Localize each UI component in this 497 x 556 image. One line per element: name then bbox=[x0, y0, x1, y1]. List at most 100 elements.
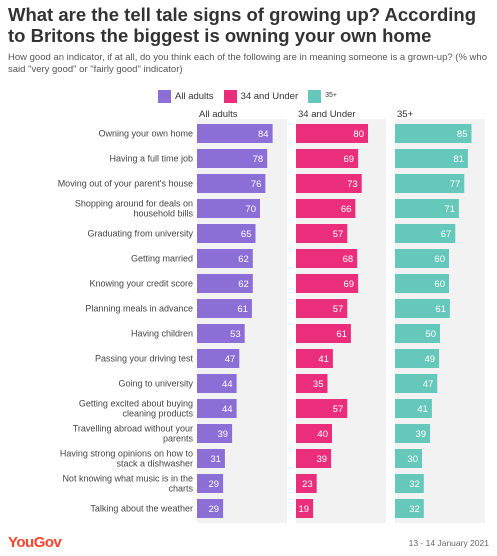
value-label-34-and-under-getting-married: 68 bbox=[343, 254, 354, 265]
legend-swatch-35-plus bbox=[308, 89, 322, 103]
bar-all-adults-moving-out-of-your-parent-s-house bbox=[197, 174, 266, 193]
value-label-34-and-under-graduating-from-university: 57 bbox=[333, 229, 344, 240]
bar-all-adults-owning-your-own-home bbox=[197, 124, 273, 143]
bar-34-and-under-not-knowing-what-music-is-in-the-charts bbox=[296, 474, 317, 493]
category-label-having-children: Having children bbox=[131, 329, 193, 339]
bar-all-adults-graduating-from-university bbox=[197, 224, 256, 243]
panel-header-34-and-under: 34 and Under bbox=[298, 109, 356, 120]
legend-item-34-and-under: 34 and Under bbox=[223, 89, 298, 103]
category-label-going-to-university: Going to university bbox=[118, 379, 193, 389]
value-label-all-adults-travelling-abroad-without-your-parents: 39 bbox=[218, 429, 229, 440]
category-label-moving-out-of-your-parent-s-house: Moving out of your parent's house bbox=[58, 179, 193, 189]
chart-subtitle: How good an indicator, if at all, do you… bbox=[8, 52, 487, 75]
bar-35-planning-meals-in-advance bbox=[395, 299, 450, 318]
value-label-35-shopping-around-for-deals-on-household-bills: 71 bbox=[444, 204, 455, 215]
value-label-all-adults-getting-married: 62 bbox=[238, 254, 249, 265]
value-label-all-adults-graduating-from-university: 65 bbox=[241, 229, 252, 240]
category-label-getting-excited-about-buying-cleaning-products: Getting excited about buying cleaning pro… bbox=[79, 399, 194, 419]
bar-all-adults-not-knowing-what-music-is-in-the-charts bbox=[197, 474, 224, 493]
value-label-35-graduating-from-university: 67 bbox=[441, 229, 452, 240]
bar-35-getting-excited-about-buying-cleaning-products bbox=[395, 399, 432, 418]
legend-label-all-adults: All adults bbox=[175, 90, 214, 102]
bar-34-and-under-having-strong-opinions-on-how-to-stack-a-dishwasher bbox=[296, 449, 332, 468]
category-label-getting-married: Getting married bbox=[131, 254, 193, 264]
legend-swatch-all-adults bbox=[158, 89, 171, 103]
bar-34-and-under-having-children bbox=[296, 324, 351, 343]
category-label-having-strong-opinions-on-how-to-stack-a-dishwasher: Having strong opinions on how to stack a … bbox=[60, 449, 193, 469]
bar-34-and-under-getting-married bbox=[296, 249, 358, 268]
bar-34-and-under-owning-your-own-home bbox=[296, 124, 368, 143]
value-label-all-adults-having-children: 53 bbox=[230, 329, 241, 340]
panel-header-35: 35+ bbox=[397, 109, 414, 120]
bar-35-travelling-abroad-without-your-parents bbox=[395, 424, 431, 443]
value-label-35-having-a-full-time-job: 81 bbox=[453, 154, 464, 165]
panel-header-all-adults: All adults bbox=[199, 109, 238, 120]
bar-34-and-under-moving-out-of-your-parent-s-house bbox=[296, 174, 362, 193]
category-label-not-knowing-what-music-is-in-the-charts: Not knowing what music is in the charts bbox=[62, 474, 193, 494]
bar-35-going-to-university bbox=[395, 374, 438, 393]
value-label-all-adults-knowing-your-credit-score: 62 bbox=[238, 279, 249, 290]
value-label-34-and-under-travelling-abroad-without-your-parents: 40 bbox=[317, 429, 328, 440]
category-label-knowing-your-credit-score: Knowing your credit score bbox=[89, 279, 193, 289]
legend-item-all-adults: All adults bbox=[158, 89, 214, 103]
bar-34-and-under-going-to-university bbox=[296, 374, 328, 393]
value-label-all-adults-planning-meals-in-advance: 61 bbox=[237, 304, 248, 315]
bar-34-and-under-knowing-your-credit-score bbox=[296, 274, 359, 293]
chart-legend: All adults 34 and Under 35+ bbox=[158, 89, 337, 103]
legend-item-35-plus: 35+ bbox=[308, 89, 338, 103]
bar-35-knowing-your-credit-score bbox=[395, 274, 449, 293]
bar-34-and-under-planning-meals-in-advance bbox=[296, 299, 348, 318]
bar-all-adults-planning-meals-in-advance bbox=[197, 299, 252, 318]
value-label-34-and-under-getting-excited-about-buying-cleaning-products: 57 bbox=[333, 404, 344, 415]
bar-35-having-strong-opinions-on-how-to-stack-a-dishwasher bbox=[395, 449, 422, 468]
value-label-all-adults-going-to-university: 44 bbox=[222, 379, 233, 390]
value-label-35-having-strong-opinions-on-how-to-stack-a-dishwasher: 30 bbox=[407, 454, 418, 465]
value-label-all-adults-getting-excited-about-buying-cleaning-products: 44 bbox=[222, 404, 233, 415]
value-label-35-passing-your-driving-test: 49 bbox=[425, 354, 436, 365]
bar-35-having-a-full-time-job bbox=[395, 149, 468, 168]
bar-34-and-under-travelling-abroad-without-your-parents bbox=[296, 424, 332, 443]
category-label-travelling-abroad-without-your-parents: Travelling abroad without your parents bbox=[73, 424, 194, 444]
bar-35-not-knowing-what-music-is-in-the-charts bbox=[395, 474, 424, 493]
category-label-passing-your-driving-test: Passing your driving test bbox=[95, 354, 194, 364]
value-label-all-adults-not-knowing-what-music-is-in-the-charts: 29 bbox=[209, 479, 220, 490]
value-label-34-and-under-owning-your-own-home: 80 bbox=[353, 129, 364, 140]
value-label-34-and-under-not-knowing-what-music-is-in-the-charts: 23 bbox=[302, 479, 313, 490]
value-label-34-and-under-having-a-full-time-job: 69 bbox=[344, 154, 355, 165]
value-label-35-not-knowing-what-music-is-in-the-charts: 32 bbox=[409, 479, 420, 490]
value-label-all-adults-moving-out-of-your-parent-s-house: 76 bbox=[251, 179, 262, 190]
bar-35-having-children bbox=[395, 324, 440, 343]
value-label-35-talking-about-the-weather: 32 bbox=[409, 504, 420, 515]
chart-title: What are the tell tale signs of growing … bbox=[8, 4, 477, 46]
category-label-shopping-around-for-deals-on-household-bills: Shopping around for deals on household bi… bbox=[75, 199, 194, 219]
value-label-34-and-under-having-strong-opinions-on-how-to-stack-a-dishwasher: 39 bbox=[317, 454, 328, 465]
value-label-35-going-to-university: 47 bbox=[423, 379, 434, 390]
value-label-all-adults-having-a-full-time-job: 78 bbox=[253, 154, 264, 165]
bar-all-adults-shopping-around-for-deals-on-household-bills bbox=[197, 199, 260, 218]
category-label-planning-meals-in-advance: Planning meals in advance bbox=[85, 304, 193, 314]
legend-label-35-plus: 35+ bbox=[325, 91, 338, 99]
yougov-logo: YouGov bbox=[8, 534, 62, 551]
value-label-all-adults-owning-your-own-home: 84 bbox=[258, 129, 269, 140]
bar-35-passing-your-driving-test bbox=[395, 349, 440, 368]
legend-swatch-34-and-under bbox=[223, 89, 237, 103]
bar-all-adults-going-to-university bbox=[197, 374, 237, 393]
bar-34-and-under-having-a-full-time-job bbox=[296, 149, 359, 168]
value-label-35-getting-married: 60 bbox=[434, 254, 445, 265]
value-label-35-having-children: 50 bbox=[425, 329, 436, 340]
category-label-having-a-full-time-job: Having a full time job bbox=[109, 154, 193, 164]
value-label-all-adults-having-strong-opinions-on-how-to-stack-a-dishwasher: 31 bbox=[210, 454, 221, 465]
bar-35-getting-married bbox=[395, 249, 449, 268]
bar-all-adults-having-a-full-time-job bbox=[197, 149, 268, 168]
value-label-34-and-under-shopping-around-for-deals-on-household-bills: 66 bbox=[341, 204, 352, 215]
bar-35-moving-out-of-your-parent-s-house bbox=[395, 174, 465, 193]
value-label-34-and-under-planning-meals-in-advance: 57 bbox=[333, 304, 344, 315]
value-label-35-moving-out-of-your-parent-s-house: 77 bbox=[450, 179, 461, 190]
value-label-34-and-under-knowing-your-credit-score: 69 bbox=[344, 279, 355, 290]
bar-chart: All adults 34 and Under 35+ Owning your own… bbox=[58, 109, 485, 523]
bar-all-adults-having-strong-opinions-on-how-to-stack-a-dishwasher bbox=[197, 449, 225, 468]
category-label-talking-about-the-weather: Talking about the weather bbox=[90, 504, 193, 514]
value-label-35-travelling-abroad-without-your-parents: 39 bbox=[416, 429, 427, 440]
bar-all-adults-getting-married bbox=[197, 249, 253, 268]
bar-all-adults-travelling-abroad-without-your-parents bbox=[197, 424, 233, 443]
